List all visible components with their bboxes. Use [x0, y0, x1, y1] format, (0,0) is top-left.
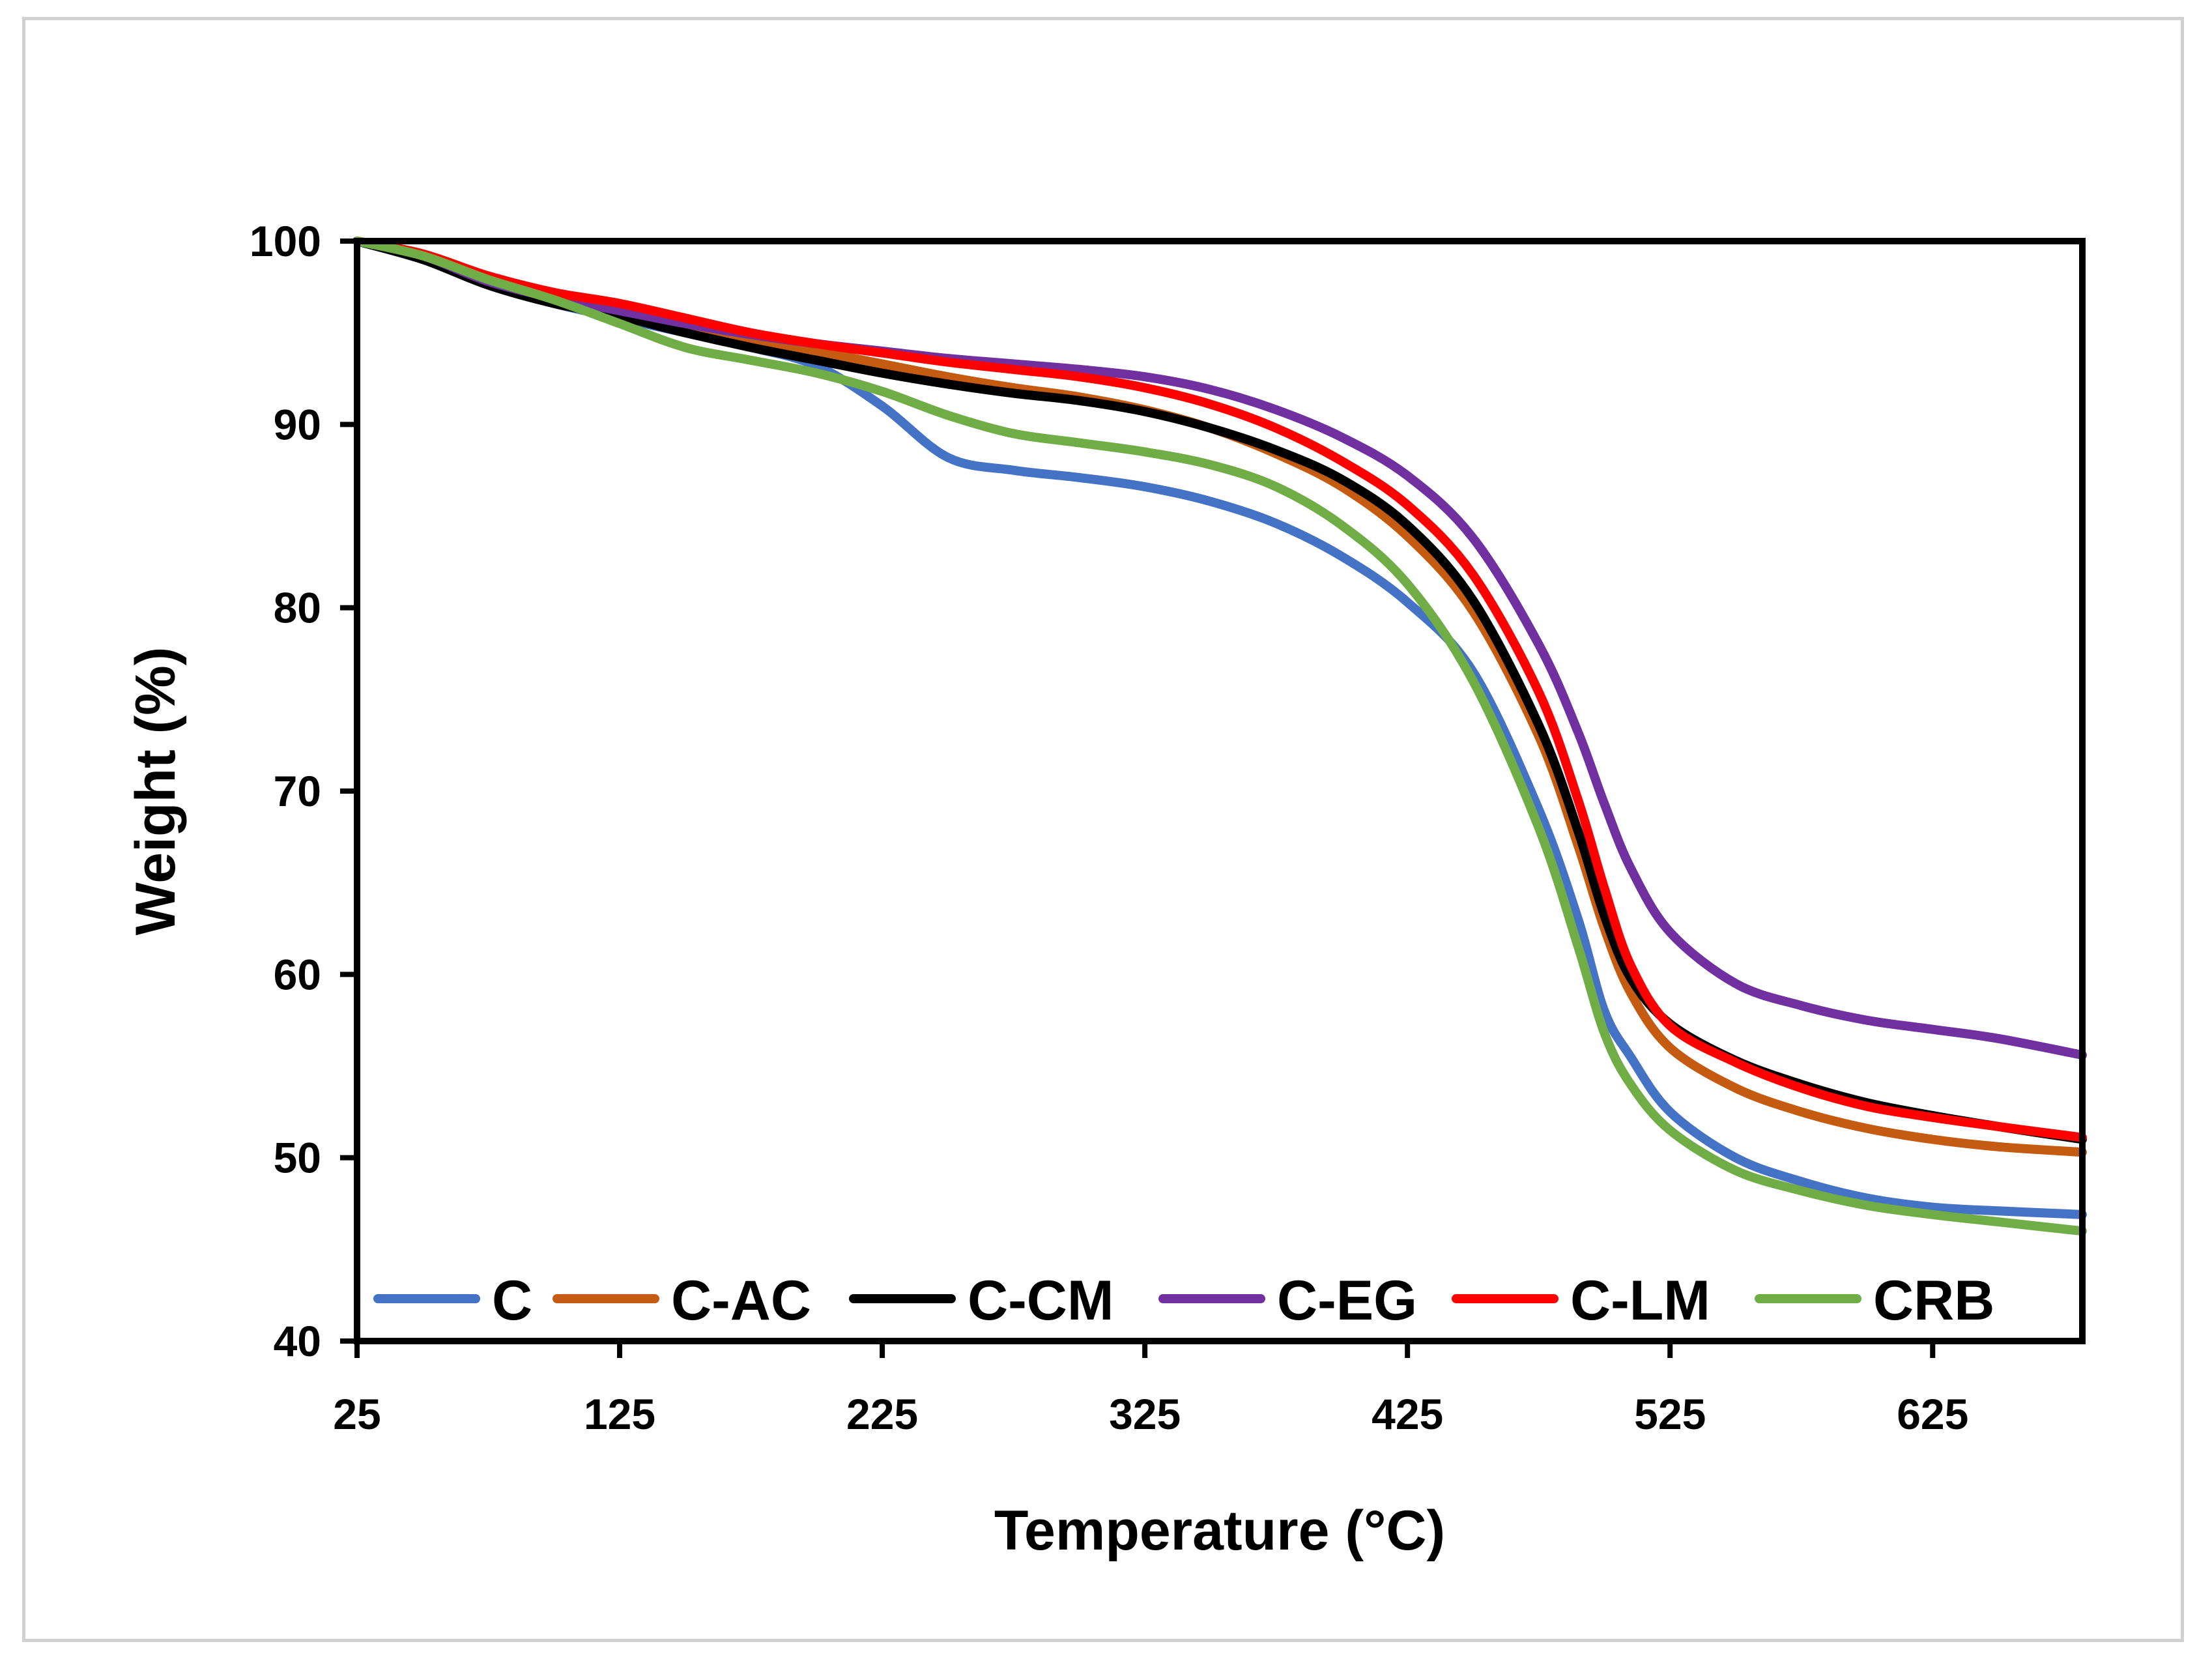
- series-line-c-cm: [352, 237, 2087, 1144]
- legend-label-c-lm: C-LM: [1570, 1269, 1710, 1332]
- y-axis-title: Weight (%): [124, 647, 187, 936]
- x-axis-title: Temperature (°C): [994, 1499, 1445, 1562]
- series-line-c: [352, 237, 2087, 1219]
- y-tick-label: 60: [274, 950, 321, 998]
- legend-label-c-cm: C-CM: [968, 1269, 1114, 1332]
- series-line-crb: [352, 237, 2087, 1236]
- figure-frame: [22, 17, 2184, 1642]
- legend-label-c-eg: C-EG: [1277, 1269, 1417, 1332]
- x-tick-label: 225: [846, 1390, 918, 1438]
- x-tick-label: 125: [584, 1390, 655, 1438]
- y-tick-label: 80: [274, 584, 321, 632]
- y-tick-label: 40: [274, 1317, 321, 1365]
- ticks-layer: 25 125 225 325 425 525 625 40 50 60 70 80 90 100: [250, 217, 1968, 1438]
- x-tick-label: 325: [1109, 1390, 1181, 1438]
- x-tick-label: 25: [333, 1390, 381, 1438]
- series-line-c-eg: [352, 237, 2087, 1060]
- y-tick-label: 100: [250, 217, 321, 265]
- series-layer: [352, 237, 2087, 1236]
- series-line-c-lm: [352, 237, 2087, 1142]
- x-tick-label: 425: [1372, 1390, 1443, 1438]
- y-tick-label: 50: [274, 1134, 321, 1182]
- y-tick-label: 90: [274, 400, 321, 448]
- legend-label-c: C: [492, 1269, 532, 1332]
- legend-label-c-ac: C-AC: [671, 1269, 811, 1332]
- x-tick-label: 525: [1634, 1390, 1706, 1438]
- legend: C C-AC C-CM C-EG C-LM CRB: [373, 1269, 1994, 1332]
- legend-label-crb: CRB: [1873, 1269, 1994, 1332]
- x-tick-label: 625: [1897, 1390, 1968, 1438]
- y-tick-label: 70: [274, 767, 321, 815]
